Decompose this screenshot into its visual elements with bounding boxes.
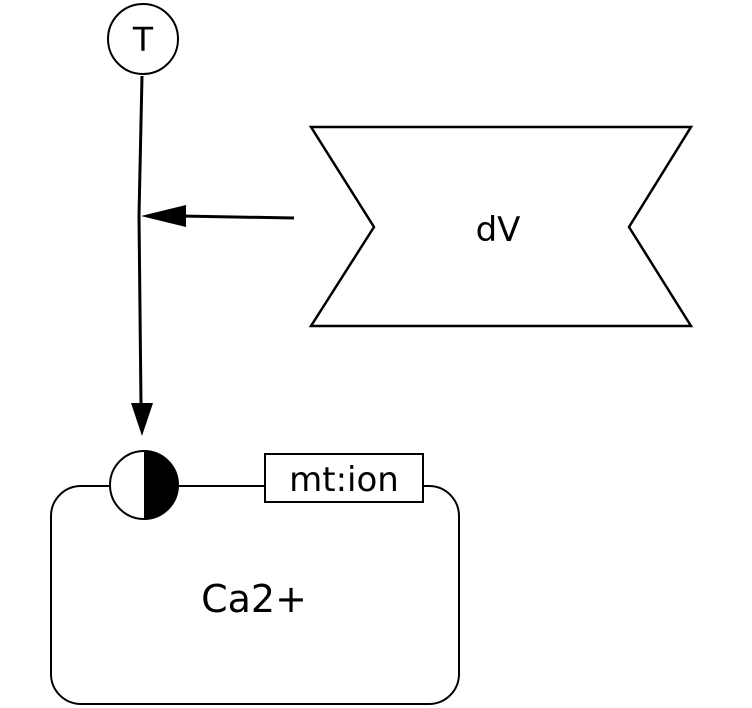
half-filled-circle-icon: [109, 450, 179, 520]
modulation-arc-arrowhead: [141, 205, 186, 227]
modulation-arc-line: [179, 214, 295, 220]
target-node-box: [50, 485, 460, 705]
process-arc-line: [137, 75, 144, 406]
unit-of-information-box: [264, 453, 424, 503]
unit-of-information-label: mt:ion: [289, 460, 399, 500]
target-node-label: Ca2+: [201, 577, 307, 621]
source-node-label: T: [132, 20, 154, 59]
modulator-node-label: dV: [476, 210, 521, 250]
source-node-t[interactable]: T: [107, 3, 179, 75]
process-arc[interactable]: [131, 75, 153, 436]
modulation-arc[interactable]: [141, 205, 295, 227]
modulator-node-dv[interactable]: dV: [308, 125, 694, 328]
target-node-ca2[interactable]: Ca2+: [50, 485, 460, 705]
source-node-circle: [107, 3, 179, 75]
unit-of-information: mt:ion: [264, 453, 424, 503]
state-glyph-fill: [144, 451, 178, 519]
process-arc-arrowhead: [131, 403, 153, 436]
modulator-node-shape: [308, 125, 694, 328]
